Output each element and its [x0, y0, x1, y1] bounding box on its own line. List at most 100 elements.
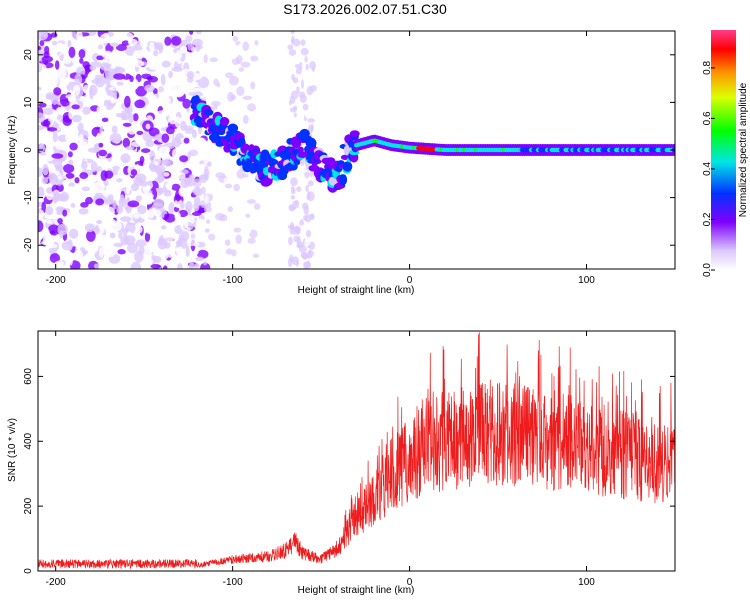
spectrogram-noise-cell	[161, 108, 167, 115]
spectrogram-noise-cell	[116, 178, 123, 183]
spectrogram-noise-cell	[130, 141, 142, 148]
spectrogram-noise-cell	[231, 57, 240, 65]
spectrogram-noise-cell	[68, 257, 73, 266]
spectrogram-ytick-label: 20	[23, 49, 34, 61]
spectrogram-noise-cell	[306, 260, 311, 268]
spectrogram-noise-cell	[112, 31, 125, 34]
spectrogram-noise-cell	[94, 224, 100, 233]
spectrogram-noise-cell	[56, 106, 64, 113]
spectrogram-noise-cell	[57, 218, 63, 224]
spectrogram-noise-cell	[304, 214, 312, 223]
spectrogram-noise-cell	[54, 60, 60, 70]
spectrogram-noise-cell	[205, 190, 213, 195]
spectrogram-noise-cell	[168, 70, 173, 79]
spectrogram-noise-cell	[116, 60, 123, 68]
spectrogram-noise-cell	[163, 265, 168, 269]
spectrogram-xtick-label: -200	[46, 275, 66, 286]
spectrogram-noise-cell	[52, 130, 58, 143]
spectrogram-noise-cell	[62, 209, 68, 217]
spectrogram-noise-cell	[225, 248, 233, 255]
spectrogram-noise-cell	[186, 227, 191, 232]
spectrogram-noise-cell	[172, 86, 185, 98]
spectrogram-noise-cell	[203, 206, 212, 213]
spectrogram-noise-cell	[96, 55, 105, 61]
spectrogram-noise-cell	[97, 44, 104, 50]
spectrogram-noise-cell	[288, 49, 297, 56]
spectrogram-noise-cell	[309, 61, 317, 70]
spectrogram-ridge-cell	[349, 130, 360, 138]
spectrogram-noise-cell	[70, 203, 76, 208]
spectrogram-noise-cell	[65, 132, 74, 143]
spectrogram-noise-cell	[194, 263, 200, 269]
spectrogram-noise-cell	[110, 42, 119, 47]
spectrogram-noise-cell	[51, 213, 57, 220]
spectrogram-noise-cell	[47, 260, 52, 269]
spectrogram-noise-cell	[110, 109, 117, 119]
spectrogram-noise-cell	[99, 62, 111, 71]
spectrogram-noise-cell	[88, 114, 100, 122]
spectrogram-noise-cell	[82, 84, 90, 94]
spectrogram-noise-cell	[38, 208, 45, 219]
spectrogram-ridge-cell	[342, 161, 353, 172]
snr-y-ticks: 0 200 400 600	[23, 368, 675, 574]
spectrogram-noise-cell	[98, 149, 108, 157]
spectrogram-noise-cell	[41, 55, 54, 63]
spectrogram-noise-cell	[124, 95, 131, 108]
spectrogram-noise-cell	[52, 75, 59, 87]
spectrogram-noise-cell	[197, 237, 203, 242]
spectrogram-noise-cell	[195, 256, 204, 262]
spectrogram-noise-cell	[94, 212, 104, 217]
spectrogram-noise-cell	[72, 84, 81, 96]
spectrogram-noise-cell	[294, 64, 301, 69]
spectrogram-noise-cell	[242, 114, 249, 124]
colorbar-gradient	[711, 30, 736, 270]
spectrogram-xtick-label: 100	[578, 275, 595, 286]
spectrogram-noise-cell	[166, 126, 175, 135]
spectrogram-noise-cell	[144, 84, 155, 93]
spectrogram-ytick-label: 0	[23, 147, 34, 153]
spectrogram-noise-cell	[154, 150, 161, 156]
spectrogram-noise-cell	[250, 81, 256, 90]
spectrogram-noise-cell	[247, 224, 252, 234]
spectrogram-noise-cell	[96, 234, 109, 240]
spectrogram-noise-cell	[70, 129, 77, 135]
spectrogram-noise-cell	[46, 219, 54, 224]
spectrogram-noise-cell	[49, 253, 61, 264]
chart-title: S173.2026.002.07.51.C30	[283, 1, 447, 17]
spectrogram-noise-cell	[71, 104, 80, 110]
spectrogram-noise-cell	[245, 213, 251, 218]
spectrogram-xtick-label: -100	[223, 275, 243, 286]
spectrogram-noise-cell	[290, 185, 295, 195]
spectrogram-noise-cell	[288, 100, 292, 106]
spectrogram-noise-cell	[38, 167, 43, 177]
spectrogram-noise-cell	[298, 91, 306, 99]
spectrogram-noise-cell	[84, 223, 95, 233]
spectrogram-noise-cell	[127, 128, 137, 135]
spectrogram-noise-cell	[54, 260, 65, 267]
snr-xtick-label: -200	[46, 577, 66, 588]
spectrogram-noise-cell	[157, 174, 165, 183]
spectrogram-noise-cell	[295, 259, 299, 267]
spectrogram-noise-cell	[161, 225, 167, 230]
spectrogram-noise-cell	[169, 167, 178, 173]
spectrogram-noise-cell	[116, 81, 124, 86]
spectrogram-noise-cell	[296, 186, 302, 192]
spectrogram-noise-cell	[113, 242, 125, 247]
spectrogram-noise-cell	[239, 262, 249, 269]
spectrogram-noise-cell	[100, 170, 108, 182]
spectrogram-noise-cell	[115, 43, 127, 52]
spectrogram-noise-cell	[79, 172, 89, 179]
spectrogram-noise-cell	[111, 125, 118, 134]
spectrogram-noise-cell	[127, 242, 139, 254]
spectrogram-noise-cell	[224, 183, 233, 189]
spectrogram-ytick-label: -20	[23, 238, 34, 253]
spectrogram-noise-cell	[99, 33, 110, 44]
spectrogram-noise-cell	[252, 253, 260, 259]
spectrogram-noise-cell	[56, 157, 66, 162]
spectrogram-noise-cell	[174, 116, 182, 128]
spectrogram-noise-cell	[216, 194, 222, 202]
spectrogram-noise-cell	[96, 219, 103, 225]
spectrogram-noise-cell	[125, 146, 135, 151]
spectrogram-noise-cell	[77, 122, 84, 133]
spectrogram-noise-cell	[247, 237, 256, 244]
